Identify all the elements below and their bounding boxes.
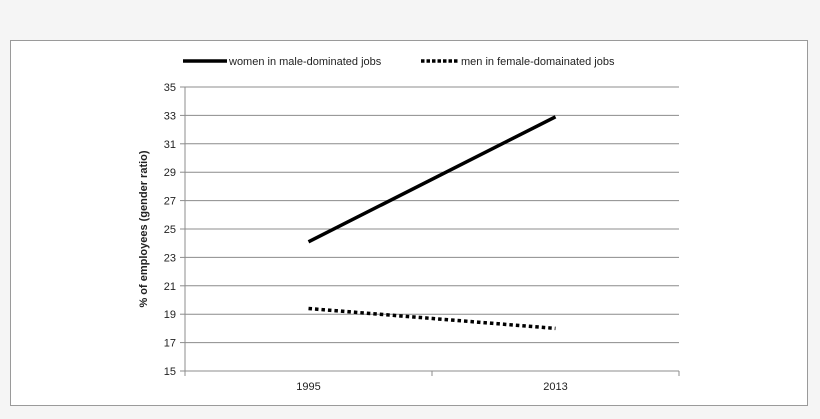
y-tick-labels: 15 17 19 21 23 25 27 29 31 33 35 [164, 82, 176, 378]
y-tick-label: 23 [164, 252, 176, 264]
series-line-2 [308, 306, 556, 331]
x-tick-label: 1995 [296, 381, 320, 393]
series-line-1 [307, 115, 557, 244]
y-tick-label: 19 [164, 309, 176, 321]
y-tick-label: 25 [164, 224, 176, 236]
line-chart: 15 17 19 21 23 25 27 29 31 33 35 1995 2013 women in… [138, 56, 680, 393]
gridlines [185, 86, 679, 372]
chart-frame: 15 17 19 21 23 25 27 29 31 33 35 1995 2013 women in… [10, 40, 808, 406]
y-tick-label: 21 [164, 281, 176, 293]
y-tick-label: 27 [164, 196, 176, 208]
y-tick-label: 35 [164, 82, 176, 94]
legend: women in male-dominated jobs men in femal… [183, 56, 615, 68]
y-axis-title: % of employees (gender ratio) [138, 150, 150, 307]
x-tick-label: 2013 [543, 381, 567, 393]
y-tick-label: 33 [164, 110, 176, 122]
y-tick-label: 15 [164, 366, 176, 378]
legend-label-1: women in male-dominated jobs [228, 56, 382, 68]
axes [180, 86, 680, 376]
y-tick-label: 31 [164, 139, 176, 151]
y-tick-label: 17 [164, 338, 176, 350]
legend-label-2: men in female-domainated jobs [461, 56, 615, 68]
x-tick-labels: 1995 2013 [296, 381, 567, 393]
series-lines [307, 115, 557, 331]
y-tick-label: 29 [164, 167, 176, 179]
